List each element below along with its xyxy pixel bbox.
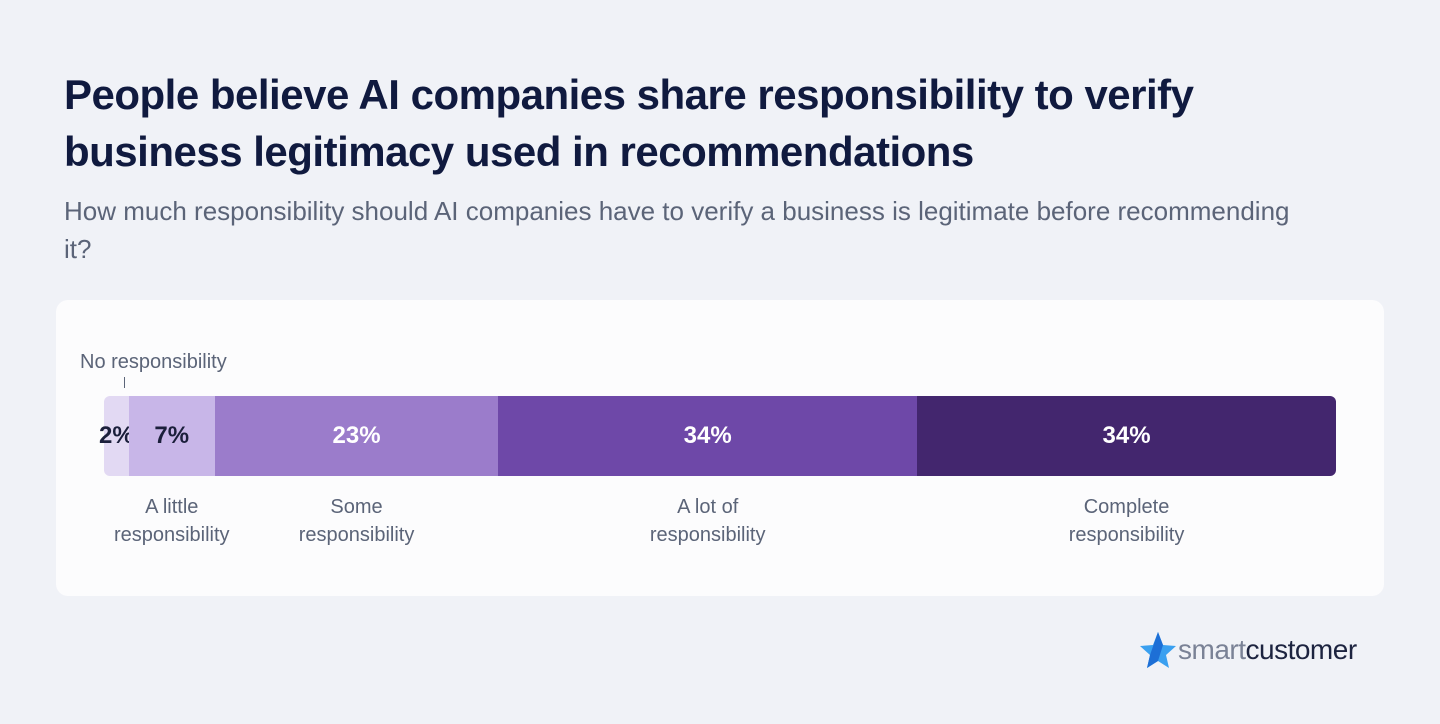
value-label: 7% (154, 422, 190, 449)
logo-text: smart (1178, 634, 1246, 665)
category-label: No responsibility (80, 351, 227, 373)
chart-title: People believe AI companies share respon… (64, 71, 1194, 175)
logo-star (1140, 632, 1176, 668)
value-label: 23% (332, 422, 381, 449)
bar-segment (498, 396, 918, 476)
category-label: Complete responsibility (1068, 496, 1185, 546)
category-label: A little responsibility (113, 496, 230, 546)
chart-subtitle: How much responsibility should AI compan… (64, 196, 1290, 264)
logo-text: customer (1245, 634, 1358, 665)
leader-line (124, 377, 126, 388)
category-label: A lot of responsibility (649, 496, 766, 546)
value-label: 34% (683, 422, 732, 449)
bar-segment (104, 396, 129, 476)
category-label: Some responsibility (298, 496, 415, 546)
logo: smartcustomer (1138, 630, 1388, 670)
bar-segment (214, 396, 499, 476)
value-label: 2% (98, 422, 134, 449)
bar-segment (128, 396, 215, 476)
bar-segment (917, 396, 1336, 476)
value-label: 34% (1102, 422, 1151, 449)
